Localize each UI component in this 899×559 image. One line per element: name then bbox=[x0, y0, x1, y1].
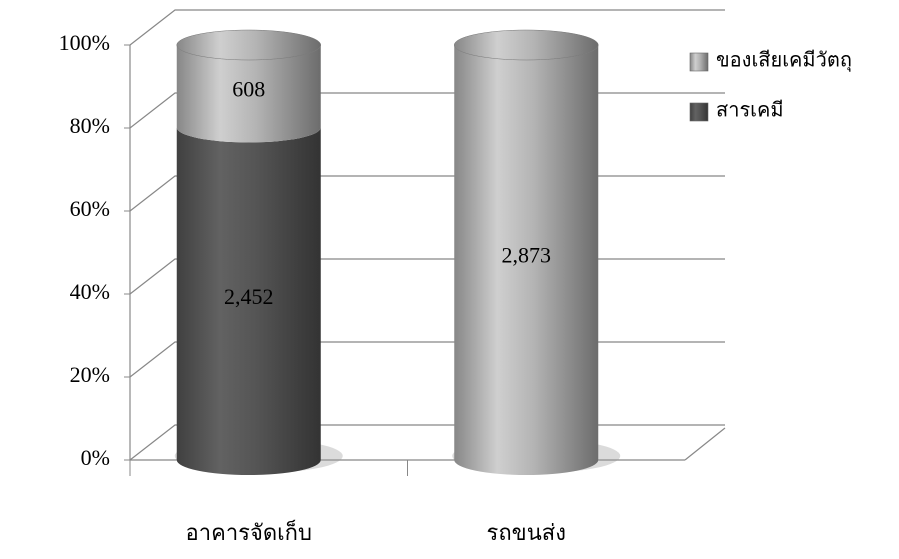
legend-label: สารเคมี bbox=[716, 100, 784, 122]
legend-swatch bbox=[689, 102, 709, 122]
y-tick-label: 20% bbox=[70, 362, 110, 387]
grid-line bbox=[129, 9, 725, 46]
y-tick-label: 0% bbox=[81, 445, 110, 470]
data-label: 2,452 bbox=[224, 284, 274, 309]
cylinder-top bbox=[176, 29, 321, 61]
data-label: 608 bbox=[232, 76, 265, 101]
legend-label: ของเสียเคมีวัตถุ bbox=[716, 50, 852, 73]
cylinder-segment bbox=[454, 45, 599, 476]
cylinder-segment bbox=[176, 45, 321, 143]
cylinder-segment bbox=[176, 127, 321, 476]
legend-swatch bbox=[689, 52, 709, 72]
floor-side bbox=[684, 427, 726, 461]
data-label: 2,873 bbox=[502, 243, 552, 268]
x-tick-label: อาคารจัดเก็บ bbox=[186, 518, 312, 545]
y-tick-label: 80% bbox=[70, 113, 110, 138]
y-tick-label: 60% bbox=[70, 196, 110, 221]
y-tick-label: 100% bbox=[59, 30, 110, 55]
x-tick-label: รถขนส่ง bbox=[487, 520, 566, 545]
y-tick-label: 40% bbox=[70, 279, 110, 304]
cylinder-top bbox=[454, 29, 599, 61]
